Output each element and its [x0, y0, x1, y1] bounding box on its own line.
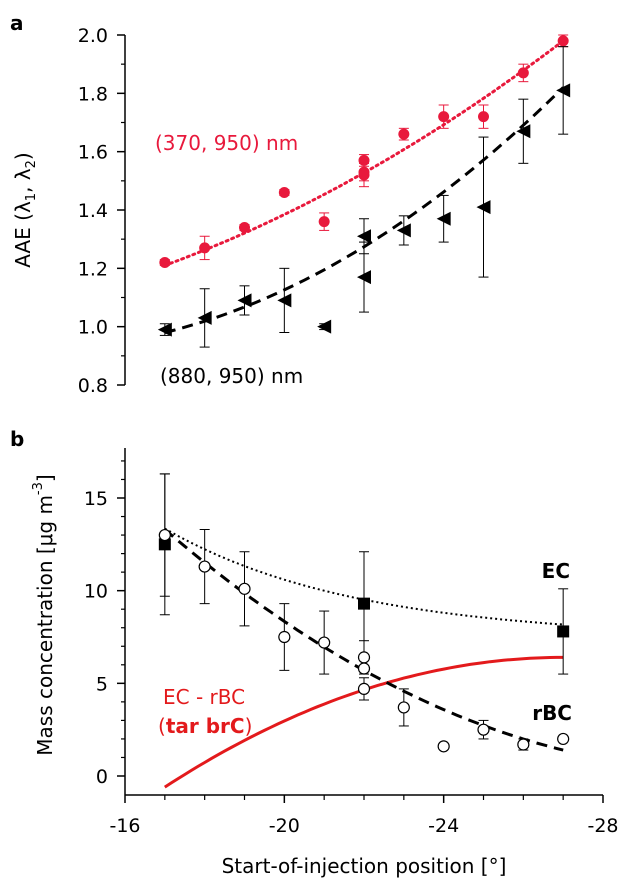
- point-rbc: [238, 582, 251, 595]
- panel-b-ytick-label: 0: [96, 766, 108, 788]
- x-ticks: -16 -20 -24 -28: [109, 795, 619, 837]
- panel-a-ytick-label: 1.4: [78, 200, 108, 222]
- point-rbc: [357, 651, 371, 664]
- panel-b-letter: b: [10, 427, 24, 451]
- fit-line-370-950: [163, 39, 565, 267]
- panel-b-ytick-label: 5: [96, 673, 108, 695]
- point-880-950: [556, 83, 571, 98]
- panel-a-ytick-label: 1.8: [78, 83, 108, 105]
- panel-a-ytick-label: 1.6: [78, 142, 108, 164]
- point-880-950: [157, 322, 172, 337]
- point-370-950: [239, 222, 250, 233]
- point-370-950: [438, 111, 450, 123]
- panel-a-ytick-label: 1.2: [78, 258, 108, 280]
- panel-a-ytick-label: 1.0: [78, 317, 108, 339]
- panel-b-ytick-label: 15: [84, 488, 108, 510]
- point-880-950: [197, 310, 212, 325]
- point-880-950: [277, 293, 292, 308]
- point-rbc: [198, 560, 211, 573]
- x-axis-title: Start-of-injection position [°]: [222, 854, 507, 878]
- panel-a-ytick-label: 0.8: [78, 375, 108, 397]
- point-370-950: [318, 216, 330, 228]
- point-880-950: [436, 211, 451, 226]
- panel-a-plot: [157, 34, 571, 348]
- label-ec-minus-rbc: EC - rBC: [163, 685, 245, 709]
- point-370-950: [517, 67, 529, 79]
- label-tar-brc: (tar brC): [158, 714, 252, 738]
- panel-a-y-ticks: 0.8 1.0 1.2 1.4 1.6 1.8 2.0: [78, 25, 125, 397]
- label-rbc: rBC: [532, 701, 572, 725]
- point-ec: [358, 597, 370, 610]
- point-880-950: [357, 229, 371, 244]
- panel-a-ytick-label: 2.0: [78, 25, 108, 47]
- point-rbc: [278, 630, 291, 644]
- panel-a-letter: a: [10, 11, 24, 35]
- point-rbc: [517, 738, 530, 751]
- point-rbc: [158, 528, 171, 542]
- panel-b-ylabel: Mass concentration [μg m-3]: [31, 474, 57, 755]
- point-370-950: [278, 187, 290, 198]
- xtick-label: -24: [428, 815, 459, 837]
- panel-a-label-red: (370, 950) nm: [155, 131, 298, 155]
- panel-a-label-black: (880, 950) nm: [160, 364, 303, 388]
- xtick-label: -16: [109, 815, 140, 837]
- point-370-950: [478, 111, 489, 123]
- point-370-950: [358, 169, 370, 181]
- xtick-label: -28: [587, 815, 618, 837]
- panel-b-plot: [158, 473, 570, 789]
- point-rbc: [437, 740, 450, 753]
- point-rbc: [557, 732, 570, 746]
- xtick-label: -20: [269, 815, 300, 837]
- panel-b-y-ticks: 0 5 10 15: [84, 460, 125, 788]
- point-370-950: [199, 242, 211, 254]
- point-rbc: [357, 682, 371, 695]
- label-ec: EC: [542, 559, 570, 583]
- point-370-950: [159, 257, 171, 268]
- point-880-950: [237, 293, 252, 308]
- point-880-950: [396, 223, 411, 238]
- point-880-950: [357, 270, 371, 285]
- point-880-950: [317, 319, 332, 334]
- point-rbc: [318, 636, 331, 649]
- point-ec: [557, 625, 570, 638]
- point-rbc: [477, 723, 490, 736]
- point-370-950: [557, 35, 569, 47]
- fit-line-ec: [164, 527, 564, 626]
- point-880-950: [516, 124, 531, 139]
- point-370-950: [398, 128, 410, 140]
- panel-a-ylabel: AAE (λ1, λ2): [11, 152, 39, 268]
- point-rbc: [397, 701, 410, 714]
- point-880-950: [476, 200, 491, 215]
- point-rbc: [357, 662, 371, 675]
- panel-b-ytick-label: 10: [84, 581, 108, 603]
